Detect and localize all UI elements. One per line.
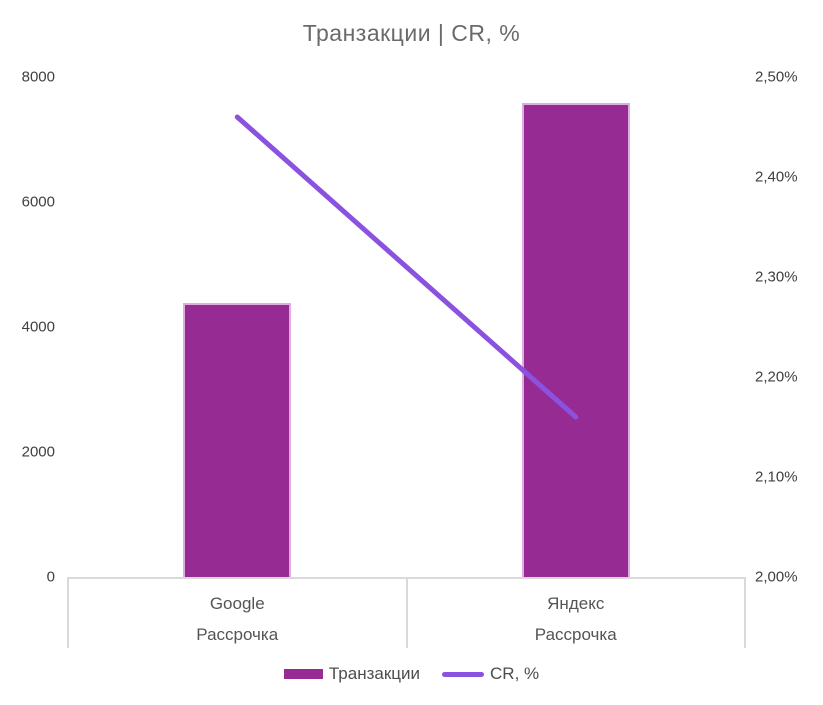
left-axis-tick: 0 [46,568,55,586]
right-axis-tick: 2,50% [755,68,798,86]
right-axis-tick: 2,10% [755,468,798,486]
left-axis-tick: 4000 [21,318,55,336]
right-axis-tick: 2,20% [755,368,798,386]
legend-label: CR, % [490,664,540,683]
left-axis-tick: 8000 [21,68,55,86]
left-axis-tick: 2000 [21,443,55,461]
line-series [234,114,579,420]
legend: Транзакции CR, % [0,662,823,686]
category-label-line: Google [209,594,265,613]
bar-2 [521,103,630,577]
right-axis-tick: 2,30% [755,268,798,286]
legend-item-bar: Транзакции [283,664,421,684]
category-label-1: Google Рассрочка [67,579,408,648]
legend-label: Транзакции [328,664,421,683]
bar-swatch-icon [283,669,323,679]
legend-item-line: CR, % [442,664,539,684]
bar-series [68,77,745,577]
category-axis: Google Рассрочка Яндекс Рассрочка [67,577,746,648]
cr-line [234,114,579,420]
category-label-line: Рассрочка [196,625,279,644]
left-axis-tick: 6000 [21,193,55,211]
category-label-line: Яндекс [547,594,605,613]
plot-area [68,77,745,577]
bar-1 [183,303,292,577]
left-axis: 8000 6000 4000 2000 0 [0,0,55,705]
right-axis: 2,50% 2,40% 2,30% 2,20% 2,10% 2,00% [755,0,823,705]
category-label-line: Рассрочка [534,625,617,644]
chart-title: Транзакции | CR, % [302,20,521,46]
right-axis-tick: 2,40% [755,168,798,186]
right-axis-tick: 2,00% [755,568,798,586]
category-label-2: Яндекс Рассрочка [408,579,746,648]
line-swatch-icon [442,671,485,677]
